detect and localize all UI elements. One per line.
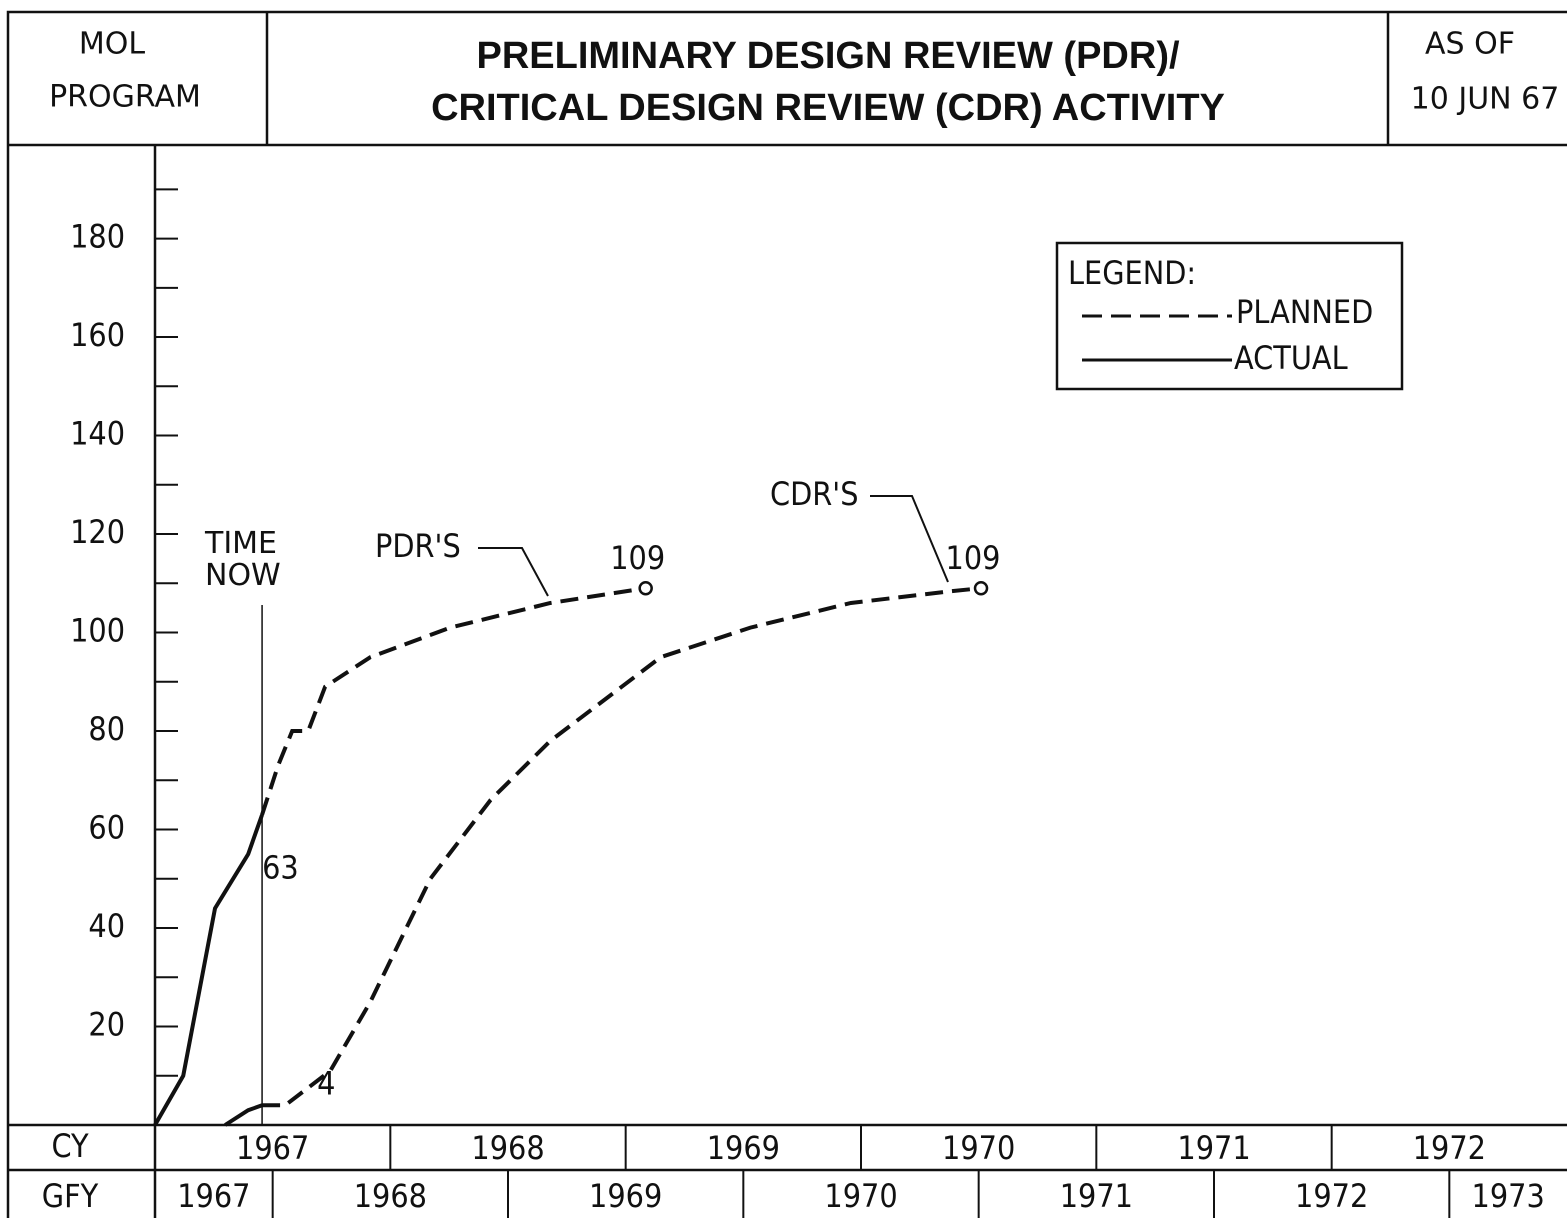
gfy-year: 1970 [824, 1177, 897, 1215]
actual-line [153, 814, 264, 1126]
y-tick-label: 80 [88, 710, 125, 748]
row-label: GFY [42, 1177, 99, 1215]
header-left: MOL [79, 27, 145, 62]
value-label: 109 [946, 539, 1001, 577]
callout: CDR'S [770, 475, 858, 513]
planned-line [262, 586, 982, 1108]
cy-year: 1967 [236, 1129, 309, 1167]
y-tick-label: 100 [70, 612, 125, 650]
chart-title: PRELIMINARY DESIGN REVIEW (PDR)/ [476, 35, 1179, 77]
legend-title: LEGEND: [1068, 254, 1196, 292]
y-tick-label: 120 [70, 513, 125, 551]
y-tick-label: 40 [88, 907, 125, 945]
header-right: 10 JUN 67 [1411, 82, 1560, 117]
y-tick-label: 140 [70, 415, 125, 453]
chart-title: CRITICAL DESIGN REVIEW (CDR) ACTIVITY [431, 87, 1225, 129]
y-tick-label: 60 [88, 809, 125, 847]
end-marker [973, 580, 989, 596]
cy-year: 1969 [707, 1129, 780, 1167]
callout: PDR'S [375, 527, 461, 565]
legend-label: PLANNED [1236, 293, 1373, 331]
gfy-year: 1967 [177, 1177, 250, 1215]
legend-label: ACTUAL [1234, 339, 1348, 377]
frame [6, 10, 1567, 1218]
gfy-year: 1973 [1472, 1177, 1545, 1215]
actual-line [224, 1103, 263, 1127]
cy-year: 1971 [1177, 1129, 1250, 1167]
header-left: PROGRAM [49, 80, 201, 115]
y-tick-label: 180 [70, 218, 125, 256]
gfy-year: 1971 [1060, 1177, 1133, 1215]
gfy-year: 1972 [1295, 1177, 1368, 1215]
y-tick-label: 20 [88, 1006, 125, 1044]
value-label: 63 [262, 849, 299, 887]
callout-arrow [870, 495, 949, 583]
legend-box [1055, 241, 1404, 391]
header-right: AS OF [1425, 27, 1515, 62]
y-tick-label: 160 [70, 316, 125, 354]
gfy-year: 1969 [589, 1177, 662, 1215]
end-marker [638, 580, 653, 596]
value-label: 109 [610, 539, 665, 577]
callout-arrow [478, 547, 549, 597]
time-now-label: TIME NOW [205, 526, 281, 593]
cy-year: 1968 [471, 1129, 544, 1167]
gfy-year: 1968 [354, 1177, 427, 1215]
value-label: 4 [317, 1064, 335, 1102]
cy-year: 1972 [1413, 1129, 1486, 1167]
cy-year: 1970 [942, 1129, 1015, 1167]
row-label: CY [51, 1127, 89, 1165]
planned-line [260, 586, 646, 816]
